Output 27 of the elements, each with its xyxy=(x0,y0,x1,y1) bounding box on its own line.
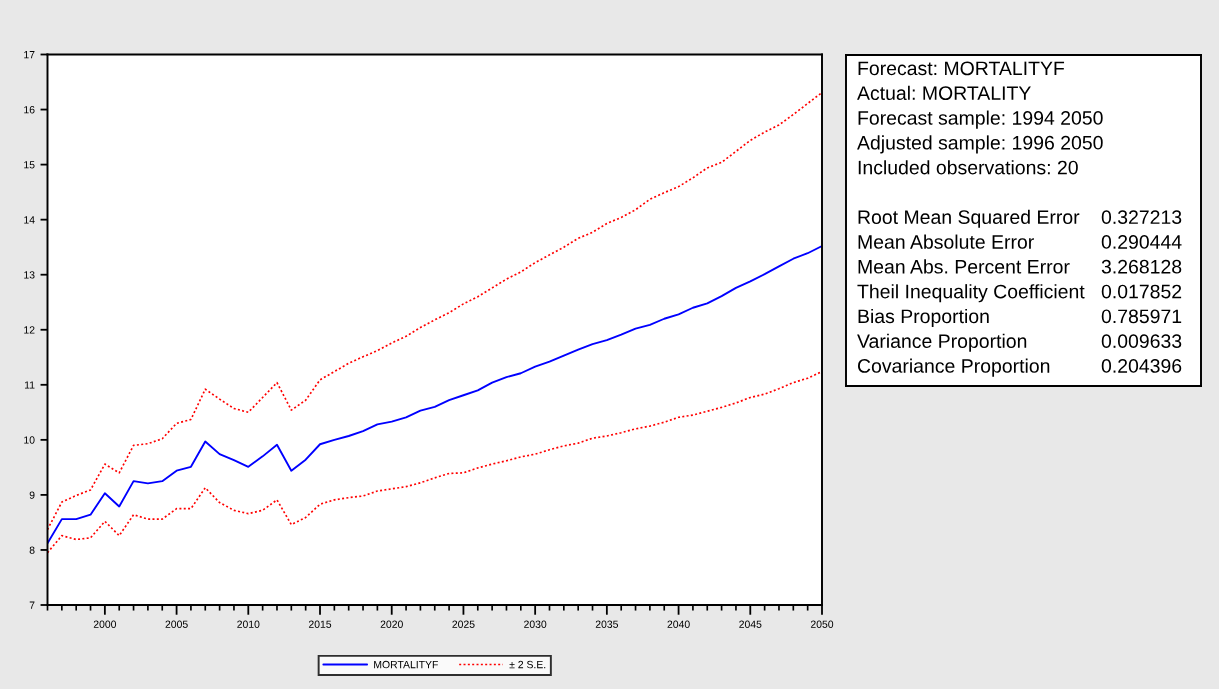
line-series xyxy=(47,370,822,554)
y-tick-label: 9 xyxy=(29,491,35,499)
y-tick-label: 8 xyxy=(29,546,35,554)
y-tick-label: 7 xyxy=(29,601,35,609)
legend-label: MORTALITYF xyxy=(374,660,438,669)
x-tick-label: 2010 xyxy=(237,620,260,628)
y-tick-label: 14 xyxy=(24,216,35,224)
x-tick-label: 2005 xyxy=(165,620,188,628)
line-series xyxy=(47,245,822,545)
y-tick-label: 10 xyxy=(24,436,35,444)
y-tick-label: 12 xyxy=(24,326,35,334)
y-tick-label: 16 xyxy=(24,106,35,114)
y-tick-label: 13 xyxy=(24,271,35,279)
x-tick-label: 2045 xyxy=(739,620,762,628)
x-tick-label: 2040 xyxy=(667,620,690,628)
y-tick-label: 15 xyxy=(24,161,35,169)
x-tick-label: 2020 xyxy=(380,620,403,628)
x-tick-label: 2035 xyxy=(595,620,619,628)
x-tick-label: 2000 xyxy=(93,620,117,628)
y-tick-label: 11 xyxy=(24,381,35,389)
legend-label: ± 2 S.E. xyxy=(509,660,546,669)
x-tick-label: 2015 xyxy=(308,620,332,628)
x-tick-label: 2050 xyxy=(810,620,834,628)
x-tick-label: 2030 xyxy=(524,620,547,628)
x-tick-label: 2025 xyxy=(452,620,475,628)
y-tick-label: 17 xyxy=(24,51,35,59)
line-series xyxy=(47,91,822,531)
